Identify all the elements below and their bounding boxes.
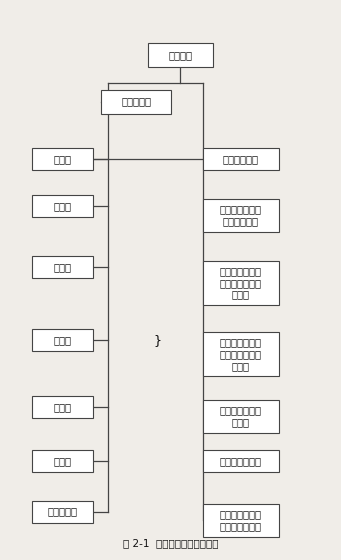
Text: 图 2-1  设计工作矩阵式管理图: 图 2-1 设计工作矩阵式管理图 xyxy=(123,538,218,548)
Text: 项目设计经理: 项目设计经理 xyxy=(223,154,259,164)
FancyBboxPatch shape xyxy=(32,396,93,418)
FancyBboxPatch shape xyxy=(203,199,279,232)
FancyBboxPatch shape xyxy=(32,329,93,351)
Text: 工艺室: 工艺室 xyxy=(54,201,72,211)
FancyBboxPatch shape xyxy=(32,256,93,278)
FancyBboxPatch shape xyxy=(203,450,279,472)
Text: 电气、电讯、仪
表专业: 电气、电讯、仪 表专业 xyxy=(220,405,262,427)
Text: 公司经理: 公司经理 xyxy=(168,50,192,60)
Text: 土建室: 土建室 xyxy=(54,456,72,466)
FancyBboxPatch shape xyxy=(101,90,171,114)
FancyBboxPatch shape xyxy=(203,400,279,432)
FancyBboxPatch shape xyxy=(32,501,93,522)
Text: 化工设备、机械
设备、机泵、容
器专业: 化工设备、机械 设备、机泵、容 器专业 xyxy=(220,338,262,371)
FancyBboxPatch shape xyxy=(203,332,279,376)
Text: 管道、布置、管
道机械、管道材
料专业: 管道、布置、管 道机械、管道材 料专业 xyxy=(220,266,262,300)
Text: 电仪室: 电仪室 xyxy=(54,402,72,412)
Text: 热工、给排水、
总图、暖通专业: 热工、给排水、 总图、暖通专业 xyxy=(220,510,262,531)
FancyBboxPatch shape xyxy=(32,195,93,217)
FancyBboxPatch shape xyxy=(203,504,279,537)
Text: 管道室: 管道室 xyxy=(54,263,72,272)
FancyBboxPatch shape xyxy=(32,450,93,472)
FancyBboxPatch shape xyxy=(32,148,93,170)
Text: }: } xyxy=(153,334,161,347)
Text: 设备室: 设备室 xyxy=(54,335,72,346)
FancyBboxPatch shape xyxy=(148,43,213,67)
FancyBboxPatch shape xyxy=(203,148,279,170)
Text: 质量管理部: 质量管理部 xyxy=(121,97,151,106)
FancyBboxPatch shape xyxy=(203,261,279,305)
Text: 公用工程室: 公用工程室 xyxy=(47,507,77,516)
Text: 设计部: 设计部 xyxy=(54,154,72,164)
Text: 工艺、分析、环
保、劳安专业: 工艺、分析、环 保、劳安专业 xyxy=(220,204,262,226)
Text: 建筑、结构专业: 建筑、结构专业 xyxy=(220,456,262,466)
